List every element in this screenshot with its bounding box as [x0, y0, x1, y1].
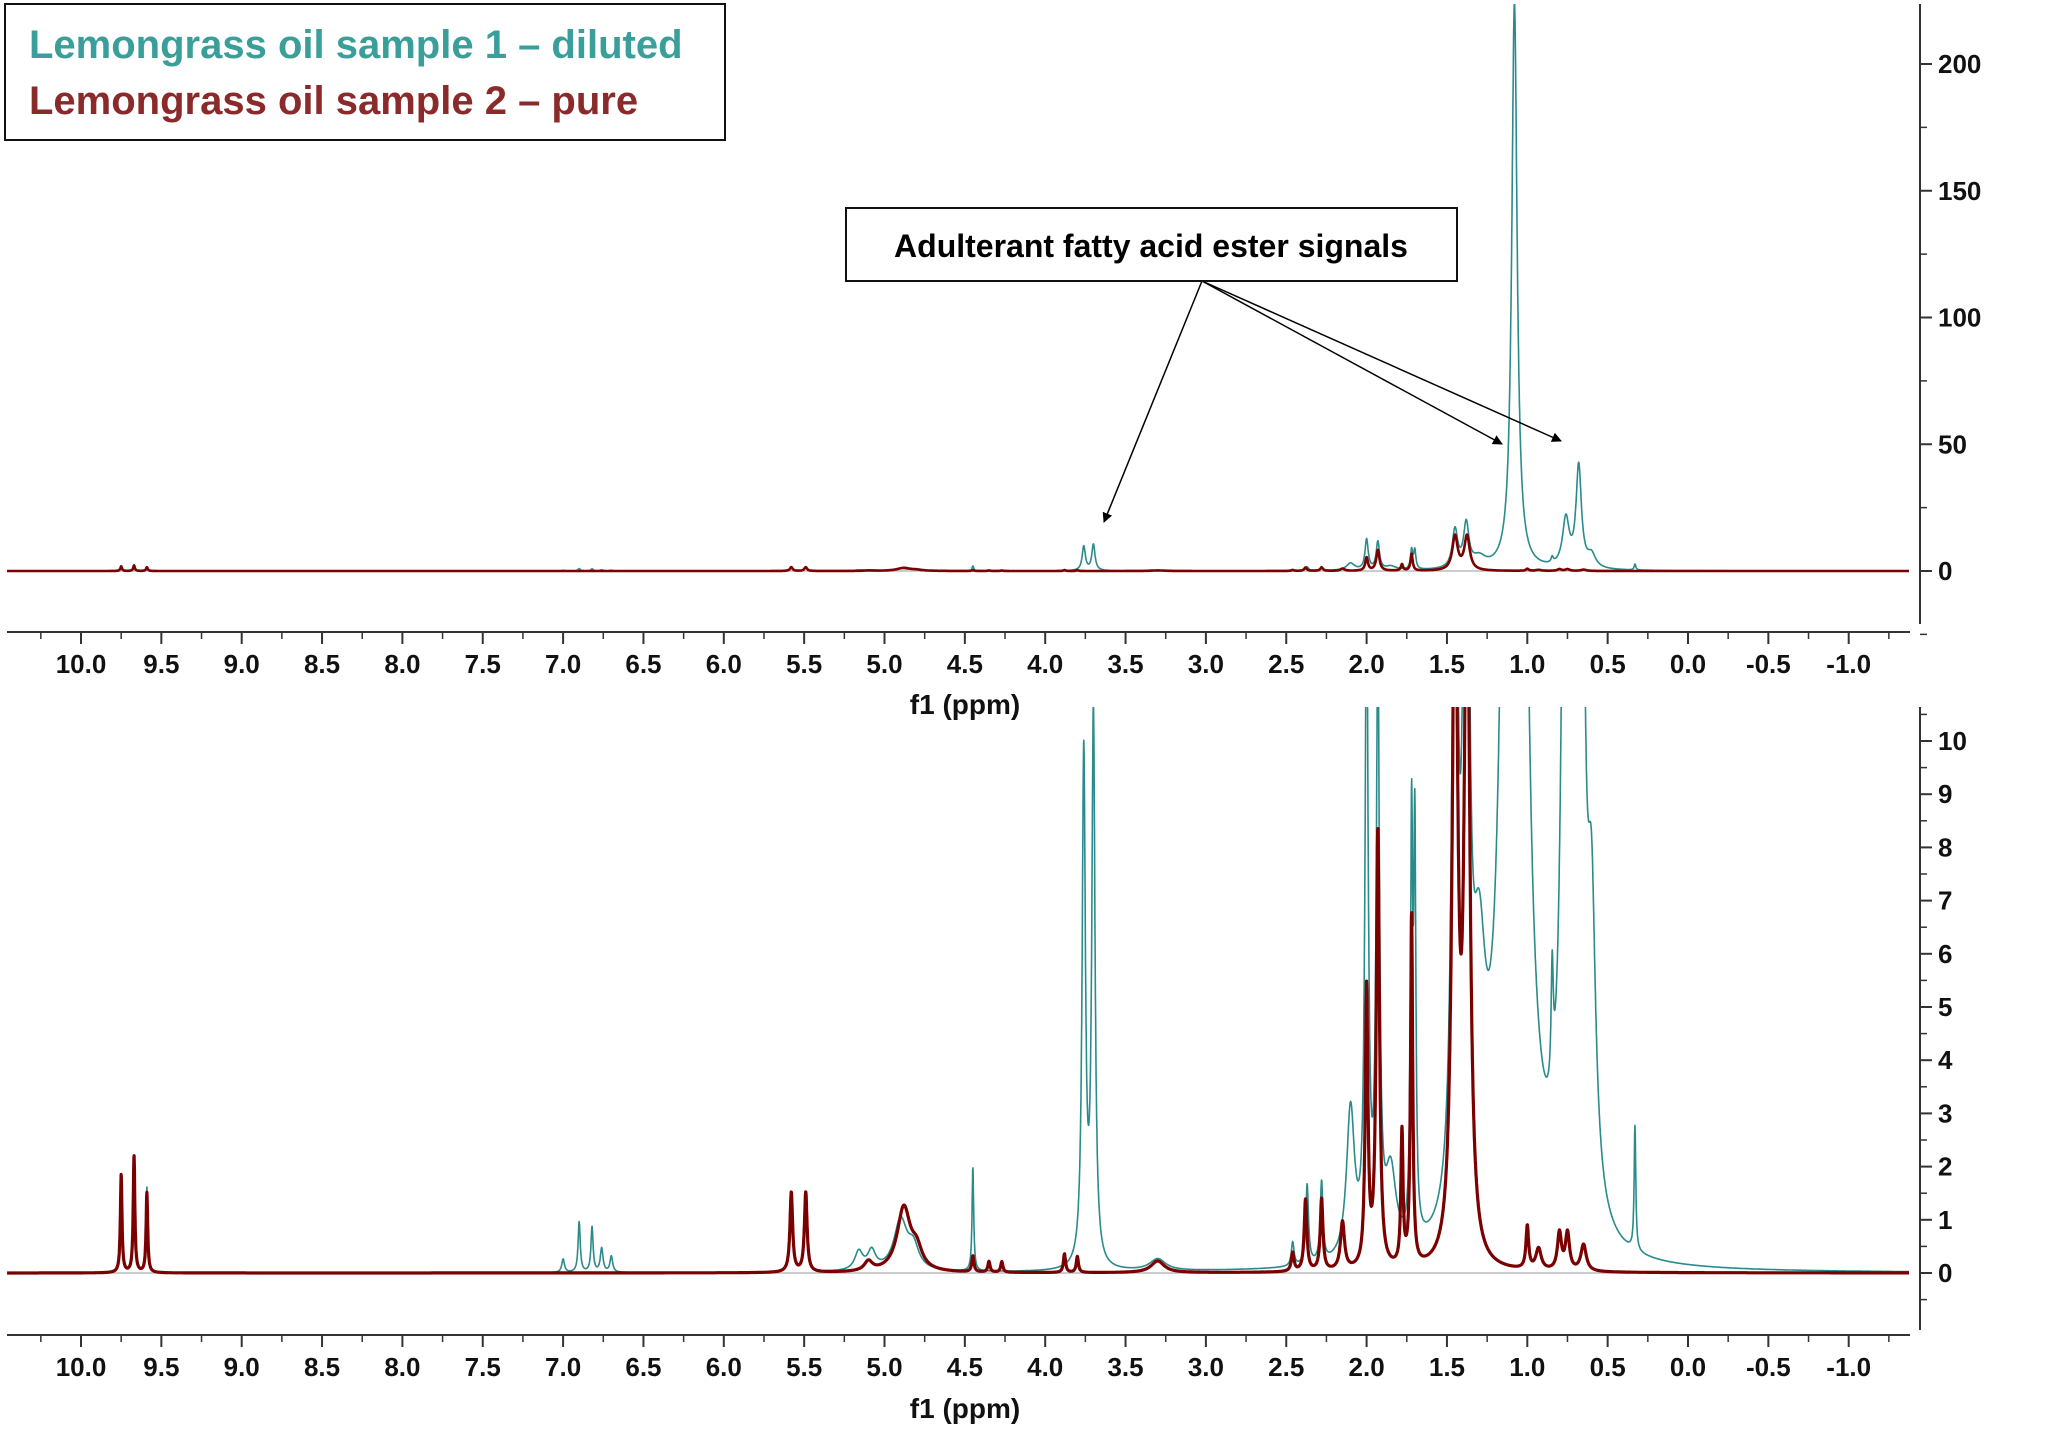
- bottom-x-tick-label: 0.0: [1670, 1352, 1706, 1382]
- top-x-tick-label: 2.5: [1268, 649, 1304, 679]
- bottom-x-tick-label: 10.0: [56, 1352, 107, 1382]
- top-x-tick-label: 9.5: [143, 649, 179, 679]
- top-x-tick-label: 6.5: [625, 649, 661, 679]
- legend-entry-diluted: Lemongrass oil sample 1 – diluted: [29, 23, 683, 67]
- bottom-x-tick-label: -1.0: [1826, 1352, 1871, 1382]
- bottom-y-tick-label: 6: [1938, 939, 1952, 969]
- bottom-x-tick-label: 8.5: [304, 1352, 340, 1382]
- top-x-tick-label: 5.5: [786, 649, 822, 679]
- annotation-arrow-1: [1102, 280, 1203, 523]
- bottom-x-tick-label: 3.5: [1107, 1352, 1143, 1382]
- bottom-y-tick-label: 0: [1938, 1258, 1952, 1288]
- top-x-tick-label: 10.0: [56, 649, 107, 679]
- bottom-x-tick-label: 6.0: [706, 1352, 742, 1382]
- bottom-x-tick-label: 4.5: [947, 1352, 983, 1382]
- annotation-text: Adulterant fatty acid ester signals: [894, 228, 1408, 264]
- bottom-x-tick-label: 7.5: [465, 1352, 501, 1382]
- top-x-tick-label: -0.5: [1746, 649, 1791, 679]
- bottom-x-tick-label: 4.0: [1027, 1352, 1063, 1382]
- top-y-tick-label: 50: [1938, 429, 1967, 459]
- top-x-tick-label: 8.5: [304, 649, 340, 679]
- legend: Lemongrass oil sample 1 – diluted Lemong…: [4, 3, 726, 141]
- annotation-arrow-3: [1201, 280, 1562, 442]
- top-x-axis-title: f1 (ppm): [910, 689, 1020, 720]
- top-x-tick-label: 3.5: [1107, 649, 1143, 679]
- top-panel: 0 50 100 150 200 10.0 9.5 9.0 8.5 8.0 7.5 7.0 6.5 6.…: [7, 4, 1981, 720]
- bottom-x-tick-label: 5.0: [866, 1352, 902, 1382]
- top-x-tick-label: 5.0: [866, 649, 902, 679]
- bottom-x-tick-label: 8.0: [384, 1352, 420, 1382]
- bottom-x-tick-label: 1.5: [1429, 1352, 1465, 1382]
- top-x-tick-label: 1.0: [1509, 649, 1545, 679]
- legend-box: [4, 3, 726, 141]
- top-x-tick-label: 0.0: [1670, 649, 1706, 679]
- bottom-y-tick-label: 5: [1938, 992, 1952, 1022]
- top-x-tick-label: -1.0: [1826, 649, 1871, 679]
- annotation-box: [845, 207, 1458, 282]
- top-x-tick-label: 7.0: [545, 649, 581, 679]
- bottom-x-tick-label: 2.0: [1349, 1352, 1385, 1382]
- top-y-tick-label: 100: [1938, 303, 1981, 333]
- annotation: Adulterant fatty acid ester signals: [845, 207, 1562, 523]
- bottom-y-tick-label: 10: [1938, 726, 1967, 756]
- top-x-tick-label: 2.0: [1349, 649, 1385, 679]
- bottom-x-tick-label: 6.5: [625, 1352, 661, 1382]
- bottom-x-tick-label: 7.0: [545, 1352, 581, 1382]
- top-x-tick-label: 6.0: [706, 649, 742, 679]
- top-y-tick-label: 200: [1938, 49, 1981, 79]
- bottom-series-pure: [7, 707, 1909, 1275]
- bottom-y-tick-label: 8: [1938, 832, 1952, 862]
- bottom-x-tick-label: 5.5: [786, 1352, 822, 1382]
- bottom-x-tick-label: 2.5: [1268, 1352, 1304, 1382]
- bottom-y-tick-label: 9: [1938, 779, 1952, 809]
- annotation-arrow-2: [1201, 280, 1503, 445]
- top-y-tick-label: 150: [1938, 176, 1981, 206]
- bottom-y-tick-label: 1: [1938, 1205, 1952, 1235]
- bottom-series-diluted: [7, 707, 1909, 1274]
- top-x-tick-label: 1.5: [1429, 649, 1465, 679]
- bottom-x-tick-label: 3.0: [1188, 1352, 1224, 1382]
- top-series-pure: [7, 533, 1909, 573]
- top-x-tick-label: 7.5: [465, 649, 501, 679]
- top-y-tick-label: 0: [1938, 556, 1952, 586]
- legend-entry-pure: Lemongrass oil sample 2 – pure: [29, 79, 638, 123]
- top-x-tick-label: 3.0: [1188, 649, 1224, 679]
- bottom-x-tick-label: 9.0: [224, 1352, 260, 1382]
- bottom-x-axis-title: f1 (ppm): [910, 1393, 1020, 1424]
- bottom-y-tick-label: 3: [1938, 1098, 1952, 1128]
- top-x-tick-label: 8.0: [384, 649, 420, 679]
- bottom-x-tick-label: -0.5: [1746, 1352, 1791, 1382]
- top-x-tick-label: 0.5: [1590, 649, 1626, 679]
- bottom-x-tick-label: 0.5: [1590, 1352, 1626, 1382]
- top-x-tick-label: 4.0: [1027, 649, 1063, 679]
- bottom-y-tick-label: 4: [1938, 1045, 1953, 1075]
- bottom-x-tick-label: 1.0: [1509, 1352, 1545, 1382]
- bottom-panel: 0 1 2 3 4 5 6 7 8 9 10 10.0 9.5 9.0 8.5 8.0 7.5 7.0 6.5 6.…: [7, 707, 1967, 1424]
- top-x-tick-label: 4.5: [947, 649, 983, 679]
- bottom-y-tick-label: 7: [1938, 886, 1952, 916]
- top-x-tick-label: 9.0: [224, 649, 260, 679]
- bottom-x-tick-label: 9.5: [143, 1352, 179, 1382]
- bottom-y-tick-label: 2: [1938, 1152, 1952, 1182]
